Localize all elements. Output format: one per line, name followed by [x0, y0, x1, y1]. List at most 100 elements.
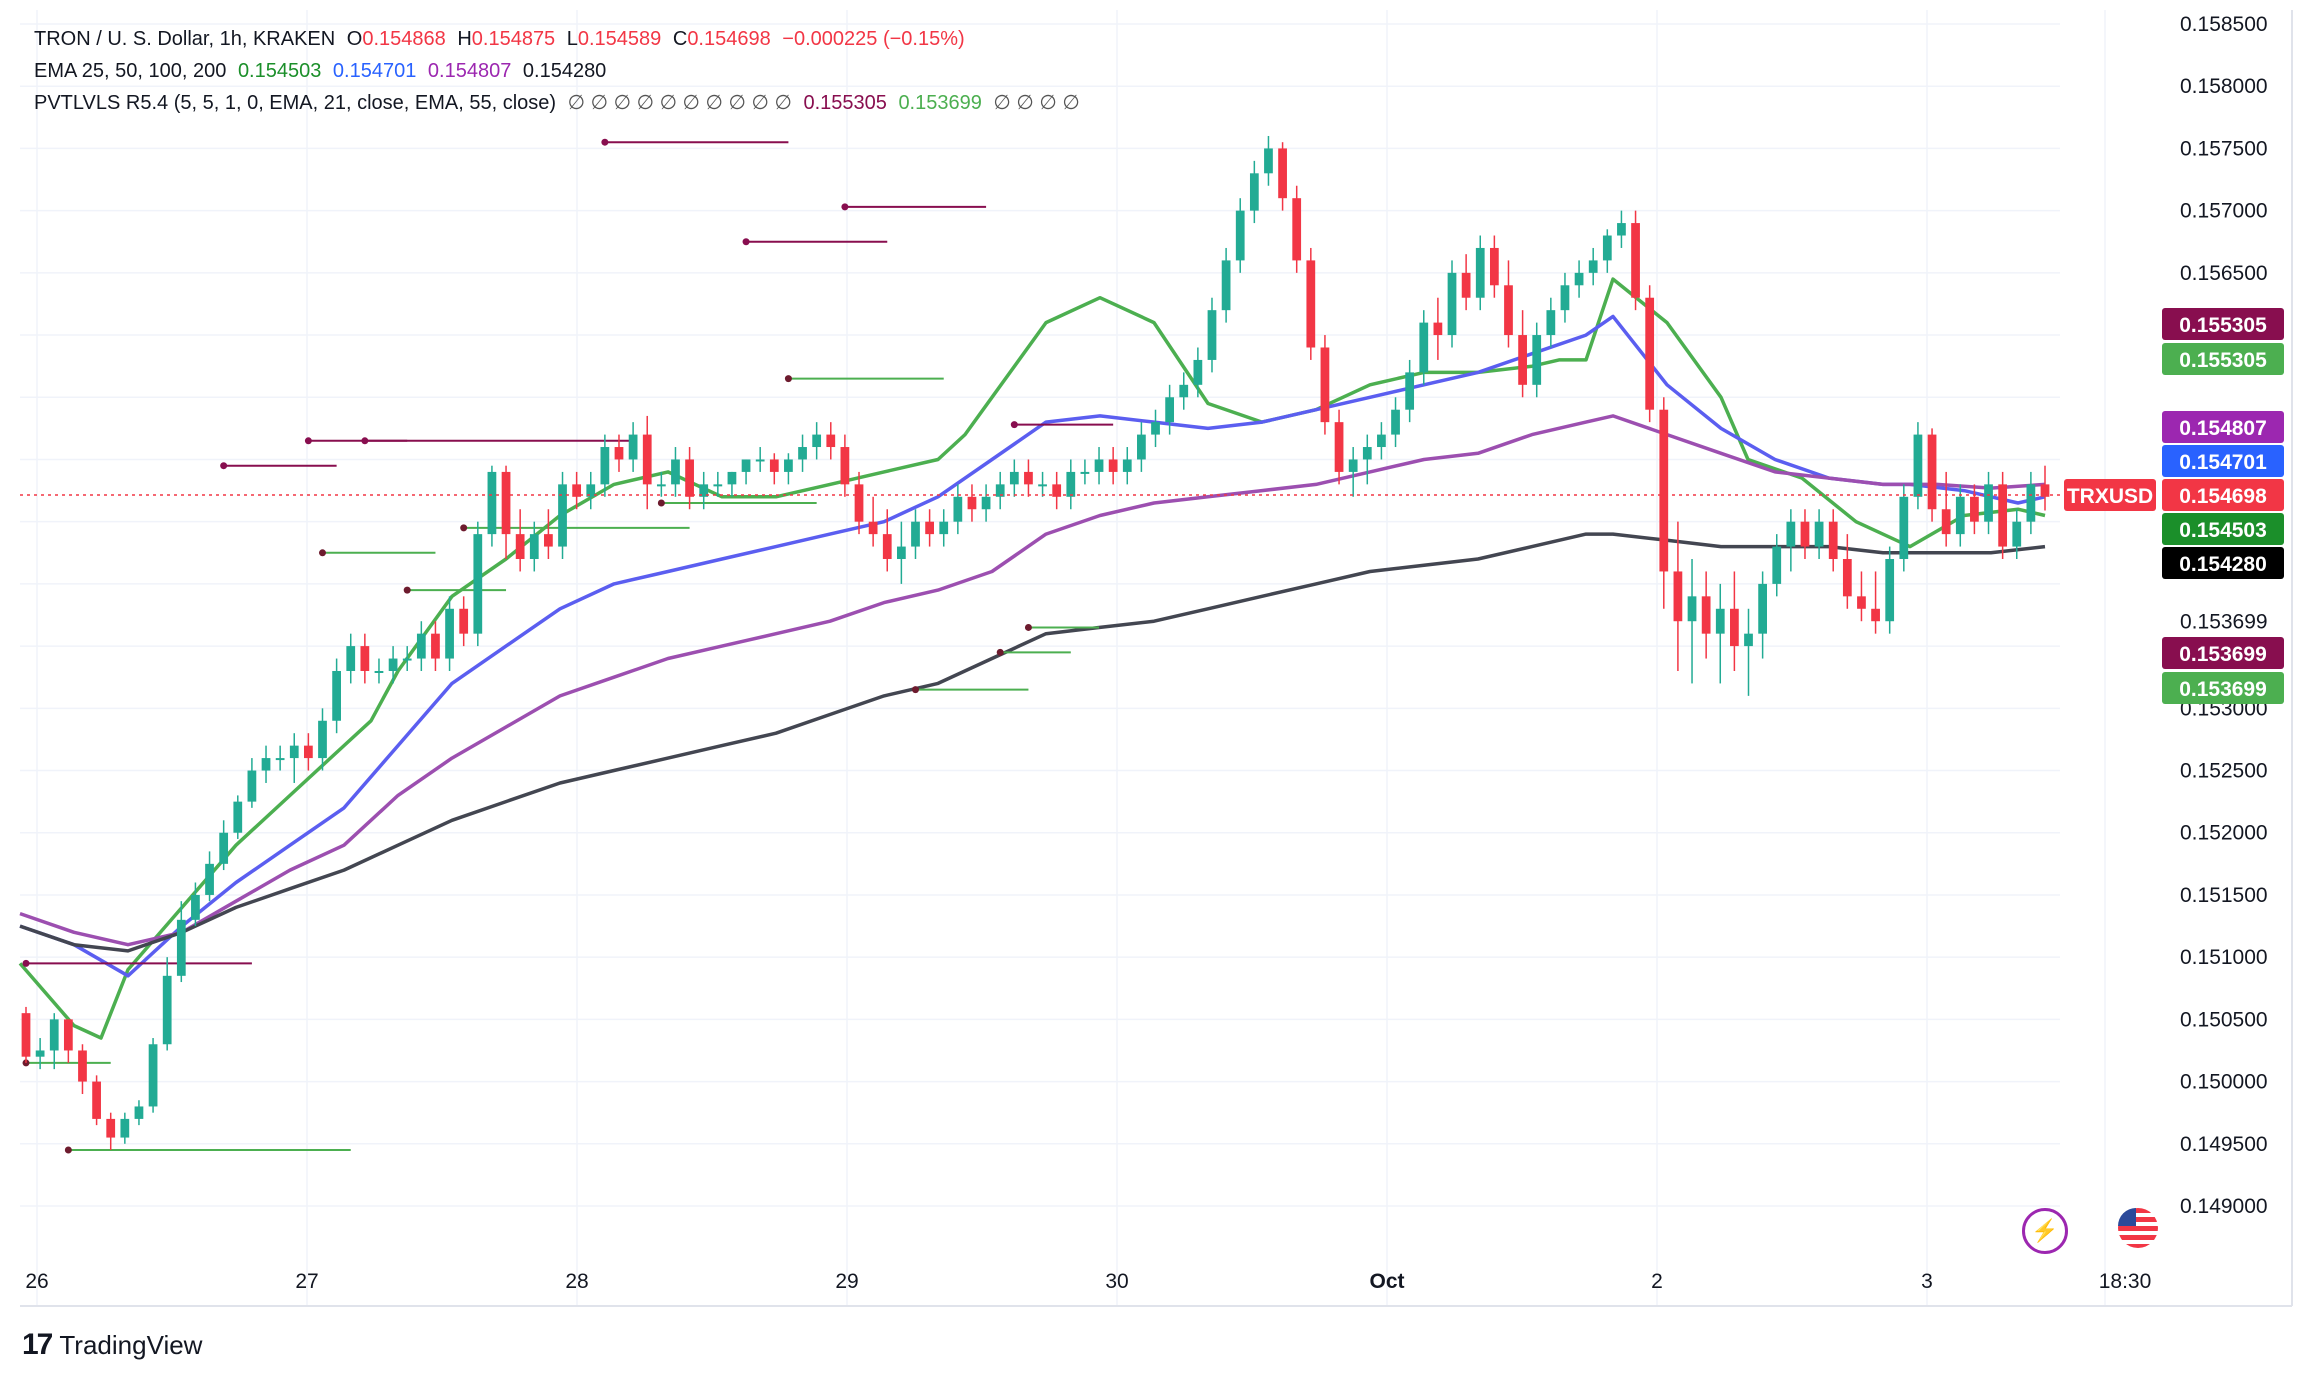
candle-down [1941, 509, 1951, 535]
candle-up [529, 534, 539, 560]
us-flag-icon[interactable] [2118, 1208, 2158, 1248]
time-tick-label: 28 [565, 1270, 588, 1293]
candle-up [699, 484, 709, 497]
price-tag-label: 0.154280 [2179, 553, 2267, 576]
price-axis[interactable]: 0.158500 0.158000 0.157500 0.157000 0.156500… [2180, 13, 2268, 1218]
price-tick-label: 0.153699 [2180, 610, 2268, 633]
pivot-legend[interactable]: PVTLVLS R5.4 (5, 5, 1, 0, EMA, 21, close… [34, 88, 1086, 118]
candle-up [911, 521, 920, 547]
candle-down [854, 484, 864, 522]
candle-up [1038, 484, 1047, 487]
pivot-high-value: 0.155305 [803, 92, 887, 114]
candle-up [445, 608, 454, 659]
price-tag-label: 0.154503 [2179, 519, 2267, 542]
ema50-line [19, 314, 2046, 978]
candle-up [713, 484, 723, 487]
price-tick-label: 0.151000 [2180, 946, 2268, 969]
candle-up [1122, 459, 1132, 472]
ema-lines [18, 277, 2046, 1040]
candle-up [1560, 285, 1570, 311]
candle-up [1080, 471, 1090, 474]
candle-up [1419, 322, 1429, 373]
candle-up [219, 832, 229, 864]
ohlc-close: C0.154698 [672, 28, 771, 50]
ema100-line [19, 414, 2046, 947]
candle-up [1447, 272, 1457, 336]
candle-down [92, 1081, 101, 1119]
price-tag-bg [2162, 343, 2284, 375]
candle-up [1984, 484, 1993, 522]
ema50-value: 0.154701 [332, 60, 417, 82]
candle-up [1475, 247, 1485, 298]
candle-up [2012, 521, 2022, 547]
tradingview-brand[interactable]: 17 TradingView [22, 1328, 202, 1362]
pivot-low-marker [318, 549, 326, 557]
price-tag-label: 0.154807 [2179, 417, 2267, 440]
candle-down [1489, 247, 1499, 286]
candle-up [346, 646, 356, 671]
candle-up [388, 658, 398, 671]
price-tag-label: TRXUSD [2067, 485, 2153, 508]
candle-up [1009, 471, 1019, 485]
candle-up [261, 758, 271, 771]
tradingview-logo-icon: 17 [22, 1328, 53, 1361]
candle-down [1108, 459, 1118, 472]
candle-down [1292, 198, 1302, 261]
candle-up [628, 434, 638, 460]
candle-up [247, 770, 257, 802]
candle-down [614, 447, 624, 460]
lightning-icon[interactable]: ⚡ [2022, 1208, 2068, 1254]
candle-down [1842, 559, 1852, 597]
candle-up [120, 1118, 130, 1138]
time-tick-label: 18:30 [2099, 1270, 2152, 1293]
time-tick-label: 3 [1921, 1270, 1933, 1293]
candle-up [600, 447, 610, 485]
candle-up [1207, 310, 1217, 360]
pivot-high-marker [841, 203, 849, 211]
chart-grid [20, 10, 2106, 1306]
price-tag-label: 0.154698 [2179, 485, 2267, 508]
candle-down [1504, 285, 1513, 336]
candle-up [995, 484, 1005, 497]
time-tick-label: 26 [25, 1270, 48, 1293]
candle-up [1715, 608, 1725, 634]
candle-up [558, 484, 567, 547]
pivot-high-marker [601, 138, 609, 146]
pivot-empty-values-2: ∅ ∅ ∅ ∅ [993, 92, 1080, 114]
brand-name: TradingView [59, 1329, 203, 1360]
candle-down [21, 1013, 31, 1057]
candle-up [1913, 434, 1923, 497]
ema100-value: 0.154807 [427, 60, 512, 82]
candle-up [1362, 447, 1372, 460]
ema-legend[interactable]: EMA 25, 50, 100, 200 0.154503 0.154701 0… [34, 56, 612, 86]
candle-up [1221, 260, 1231, 311]
candle-down [1631, 223, 1640, 298]
pivot-low-marker [911, 686, 919, 694]
candle-up [1094, 459, 1104, 472]
price-tick-label: 0.150500 [2180, 1008, 2268, 1031]
candle-up [1885, 559, 1895, 622]
candle-up [784, 459, 793, 472]
candle-down [1461, 272, 1471, 298]
price-tag-bg [2162, 547, 2284, 579]
candle-up [49, 1019, 59, 1051]
candle-down [769, 459, 779, 472]
candle-down [78, 1050, 87, 1082]
candle-down [106, 1118, 116, 1138]
candle-up [1165, 397, 1175, 423]
price-tag-label: 0.155305 [2179, 349, 2267, 372]
candle-down [515, 534, 525, 560]
candle-down [572, 484, 582, 497]
time-axis[interactable]: 26 27 28 29 30 Oct 2 3 18:30 [25, 1270, 2151, 1293]
candle-up [332, 670, 341, 721]
candle-up [741, 459, 751, 472]
candle-down [925, 521, 934, 535]
candle-up [1574, 272, 1584, 286]
candle-down [882, 534, 892, 560]
price-tick-label: 0.149500 [2180, 1133, 2268, 1156]
symbol-title[interactable]: TRON / U. S. Dollar, 1h, KRAKEN [34, 28, 336, 50]
price-tick-label: 0.156500 [2180, 262, 2268, 285]
candle-down [304, 745, 313, 759]
price-tag-bg [2162, 637, 2284, 669]
